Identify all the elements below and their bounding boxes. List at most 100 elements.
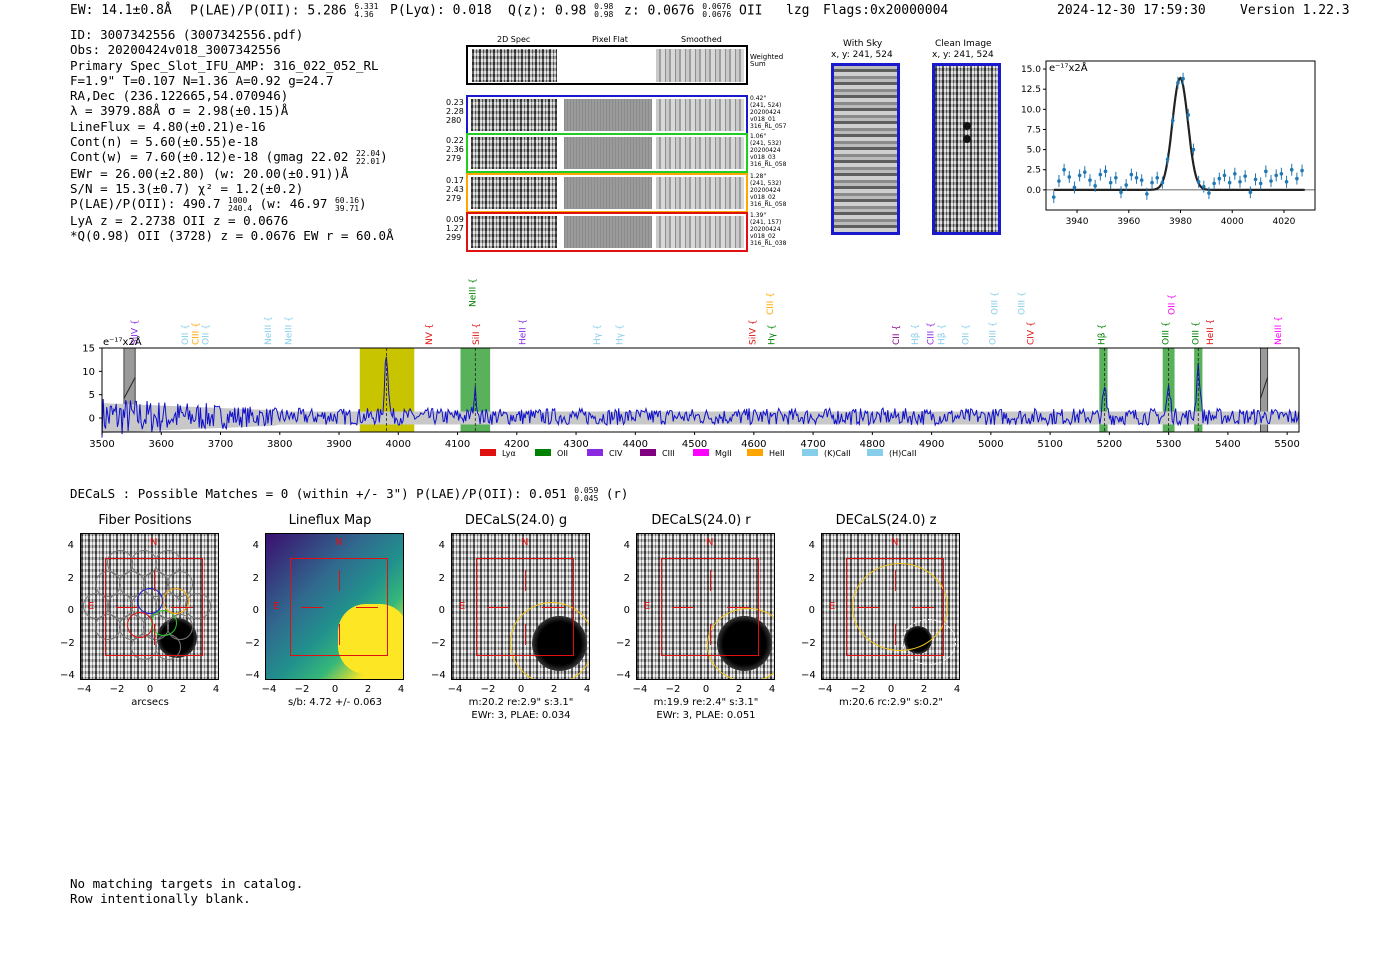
spectrum-line-label: Hβ { [938,324,948,345]
line-fit-point [1098,172,1103,177]
spectrum-xtick-label: 3500 [89,439,114,450]
decals-panel-title: DECaLS(24.0) r [651,513,751,528]
north-label: N [891,537,899,548]
decals-heading: DECaLS : Possible Matches = 0 (within +/… [70,486,628,503]
fiber-row-stat: 2.28 [446,107,464,116]
decals-caption-2: EWr: 3, PLAE: 0.051 [656,710,756,721]
spectrum-error-envelope [102,403,1299,433]
line-fit-ytick-label: 10.0 [1021,105,1041,115]
header-z: z: 0.0676 0.0676 0.0676 OII [624,3,763,19]
decals-xtick-label: 2 [179,684,187,695]
line-fit-point [1108,180,1113,185]
line-fit-point [1160,180,1165,185]
spectrum-line-label: OII { [1168,294,1178,315]
decals-xtick-label: 0 [702,684,710,695]
fiber-row-flat [564,137,652,169]
spectrum-ytick-label: 5 [89,390,95,401]
decals-heading-band: (r) [605,486,629,501]
decals-ytick-label: −4 [616,670,631,681]
north-label: N [521,537,529,548]
red-box [290,558,388,656]
weighted-smooth [656,49,744,82]
line-fit-point [1139,178,1144,182]
spectrum-line-label: Hβ { [911,324,921,345]
fiber-circle [155,550,181,576]
crosshair-top [339,570,340,591]
decals-ytick-label: 4 [808,540,815,551]
east-label: E [273,601,280,612]
decals-xtick-label: −2 [480,684,496,695]
spectrum-line-label: HeII { [1206,319,1216,345]
decals-heading-hi: 0.059 [574,485,599,495]
spectrum-legend-label: Lyα [502,449,516,458]
fiber-row-stat: 2.43 [446,185,464,194]
footer-line2: Row intentionally blank. [70,891,251,906]
fiber-circle-red [127,612,153,638]
spectrum-legend-label: (H)CaII [889,449,916,458]
col-pixel-flat: Pixel Flat [592,35,628,44]
spectrum-xtick-label: 4500 [682,439,707,450]
line-fit-point [1269,179,1273,183]
spectrum-frame [101,347,1300,433]
decals-xtick-label: −4 [632,684,648,695]
decals-ytick-label: −4 [431,670,446,681]
fiber-circle-blue [137,588,163,614]
fiber-row-stat: 0.23 [446,98,464,107]
header-plae-hi: 6.331 [354,2,379,11]
info-id: ID: 3007342556 (3007342556.pdf) [70,27,304,42]
line-fit-point [1134,175,1139,180]
info-block: ID: 3007342556 (3007342556.pdf) Obs: 202… [70,27,394,244]
line-fit-point [1295,176,1299,181]
col-smoothed: Smoothed [681,35,722,44]
header-z-label: z: 0.0676 [624,3,695,19]
fiber-row-stat: 2.36 [446,145,464,154]
fiber-row-info-line: 20200424 [750,226,781,233]
decals-ytick-label: −4 [60,670,75,681]
north-label: N [150,537,158,548]
line-fit-point [1155,175,1160,180]
decals-ytick-label: 0 [67,605,74,616]
line-fit-point [1165,157,1170,162]
fiber-row-frame [466,212,748,252]
spectrum-line-label: SiIV { [749,319,759,345]
line-fit-point [1300,168,1304,173]
decals-xtick-label: 2 [735,684,743,695]
line-fit-point [1212,181,1216,186]
info-lineflux: LineFlux = 4.80(±0.21)e-16 [70,118,266,134]
info-plae-range: 1000 240.4 [228,196,252,213]
spectrum-xtick-label: 5300 [1156,439,1181,450]
info-qline: *Q(0.98) OII (3728) z = 0.0676 EW r = 60… [70,228,394,244]
header-timestamp: 2024-12-30 17:59:30 [1057,3,1206,18]
red-box [105,558,203,656]
info-lambda: λ = 3979.88Å σ = 2.98(±0.15)Å [70,103,289,119]
east-label: E [88,601,95,612]
clean-image-source [963,122,971,130]
line-fit-point [1222,173,1227,178]
line-fit-frame [1045,60,1316,211]
line-fit-point [1186,113,1191,117]
spectrum-unit: e⁻¹⁷x2Å [103,335,142,348]
line-fit-point [1145,192,1149,196]
fiber-row-info: 1.06" (241, 532) 20200424 v018_03 316_RL_058 [750,133,786,168]
spectrum-xtick-label: 3800 [267,439,292,450]
spectrum-xtick-label: 4000 [386,439,411,450]
decals-xtick-label: 4 [768,684,776,695]
spectrum-line-label: SiII { [472,323,482,345]
spectrum-line-label: NV { [425,324,435,345]
fiber-row-info-line: 0.42" [750,95,767,102]
line-fit-point [1150,180,1154,185]
decals-panel-title: DECaLS(24.0) z [835,513,937,528]
line-fit-point [1264,169,1268,174]
spectrum-line-label: CIII { [766,292,776,315]
crosshair-bottom [339,624,340,645]
spectrum-line-label: OIII { [990,291,1000,315]
crosshair-left [301,607,323,608]
with-sky-title: With Sky [843,39,883,49]
decals-xtick-label: 0 [517,684,525,695]
header-qz-label: Q(z): 0.98 [508,3,587,19]
line-fit-point [1191,147,1196,152]
fiber-row-info-line: (241, 532) [750,180,782,187]
crosshair-top [525,570,526,591]
line-fit-point [1077,173,1082,178]
